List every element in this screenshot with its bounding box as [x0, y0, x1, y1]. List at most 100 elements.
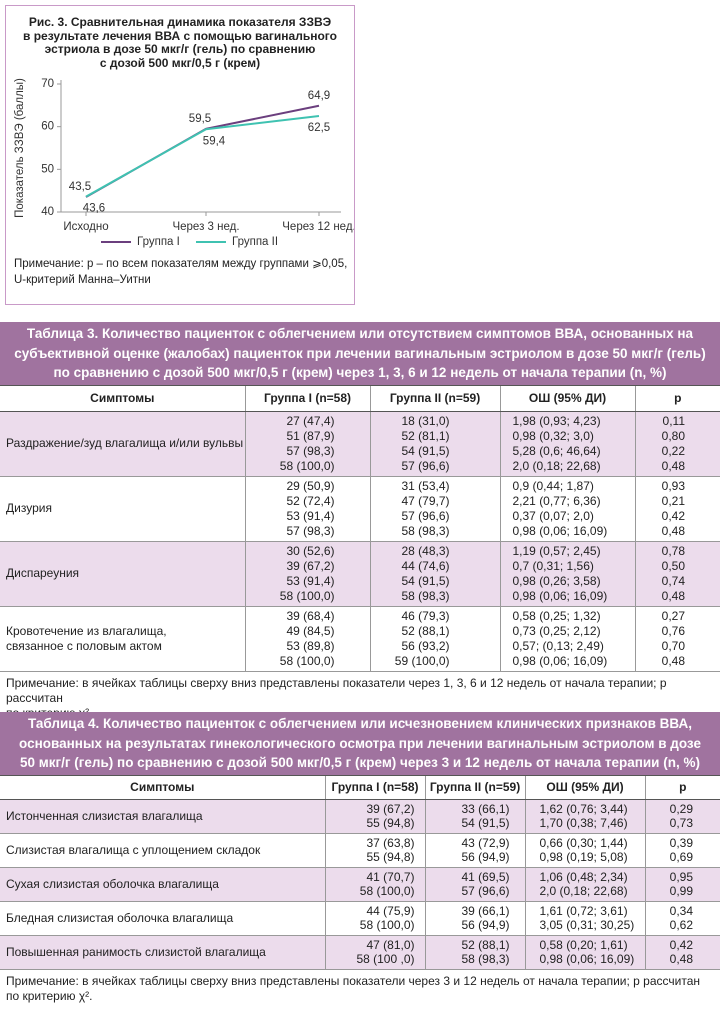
value-cell: 1,06 (0,48; 2,34) 2,0 (0,18; 22,68) — [524, 867, 645, 902]
cell-line: 0,48 — [661, 523, 685, 538]
cell-line: 47 (79,7) — [401, 493, 450, 508]
header-cell: ОШ (95% ДИ) — [524, 774, 645, 800]
cell-line: 57 (96,6) — [461, 884, 510, 898]
cell-line: 52 (81,1) — [401, 428, 450, 443]
value-cell: 18 (31,0) 52 (81,1) 54 (91,5) 57 (96,6) — [369, 411, 500, 477]
cell-line: 0,21 — [661, 493, 685, 508]
cell-line: 0,9 (0,44; 1,87) — [512, 478, 594, 493]
data-label: 59,5 — [189, 113, 211, 125]
cell-line: 1,19 (0,57; 2,45) — [512, 543, 601, 558]
cell-line: 0,48 — [669, 952, 693, 966]
series-line — [85, 115, 320, 198]
value-cell: 1,98 (0,93; 4,23) 0,98 (0,32; 3,0) 5,28 (0… — [499, 411, 635, 477]
table-row: Бледная слизистая оболочка влагалища 44 (… — [0, 901, 720, 936]
table: Симптомы Группа I (n=58) Группа II (n=59) О… — [0, 774, 720, 970]
value-cell: 33 (66,1) 54 (91,5) — [424, 799, 525, 834]
value-cell: 0,78 0,50 0,74 0,48 — [634, 541, 720, 607]
value-cell: 1,19 (0,57; 2,45) 0,7 (0,31; 1,56) 0,98 (0… — [499, 541, 635, 607]
table-row: Дизурия 29 (50,9) 52 (72,4) 53 (91,4) 57 (98… — [0, 476, 720, 542]
cell-line: 3,05 (0,31; 30,25) — [539, 918, 635, 932]
header-cell: Группа I (n=58) — [324, 774, 425, 800]
cell-line: 56 (94,9) — [461, 918, 510, 932]
cell-line: 29 (50,9) — [286, 478, 335, 493]
cell-line: 1,61 (0,72; 3,61) — [539, 903, 628, 918]
table-row: Раздражение/зуд влагалища и/или вульвы 27… — [0, 411, 720, 477]
value-cell: 31 (53,4) 47 (79,7) 57 (96,6) 58 (98,3) — [369, 476, 500, 542]
table-title: Таблица 3. Количество пациенток с облегч… — [0, 322, 720, 385]
symptom-cell: Диспареуния — [0, 541, 245, 607]
table-row: Кровотечение из влагалища, связанное с п… — [0, 606, 720, 672]
value-cell: 41 (70,7) 58 (100,0) — [324, 867, 425, 902]
cell-line: 0,58 (0,20; 1,61) — [539, 937, 628, 952]
cell-line: 39 (68,4) — [286, 608, 335, 623]
cell-line: 41 (70,7) — [366, 869, 415, 884]
value-cell: 0,66 (0,30; 1,44) 0,98 (0,19; 5,08) — [524, 833, 645, 868]
cell-line: 0,48 — [661, 588, 685, 603]
cell-line: 53 (91,4) — [286, 573, 335, 588]
y-axis-label: Показатель ЗЗВЭ (баллы) — [14, 78, 26, 218]
value-cell: 28 (48,3) 44 (74,6) 54 (91,5) 58 (98,3) — [369, 541, 500, 607]
cell-line: 39 (67,2) — [286, 558, 335, 573]
cell-line: 56 (94,9) — [461, 850, 510, 864]
cell-line: 0,48 — [661, 653, 685, 668]
cell-line: 54 (91,5) — [461, 816, 510, 830]
cell-line: 0,98 (0,06; 16,09) — [539, 952, 635, 966]
header-cell: p — [634, 384, 720, 412]
cell-line: 2,21 (0,77; 6,36) — [512, 493, 601, 508]
header-row: Симптомы Группа I (n=58) Группа II (n=59) О… — [0, 774, 720, 800]
cell-line: 0,48 — [661, 458, 685, 473]
cell-line: 0,73 (0,25; 2,12) — [512, 623, 601, 638]
table-4-section: Таблица 4. Количество пациенток с облегч… — [0, 712, 720, 1004]
cell-line: 0,66 (0,30; 1,44) — [539, 835, 628, 850]
cell-line: 0,70 — [661, 638, 685, 653]
cell-line: 1,62 (0,76; 3,44) — [539, 801, 628, 816]
value-cell: 0,93 0,21 0,42 0,48 — [634, 476, 720, 542]
cell-line: 58 (100 ,0) — [356, 952, 415, 966]
table-note: Примечание: в ячейках таблицы сверху вни… — [6, 973, 700, 1003]
cell-line: 0,7 (0,31; 1,56) — [512, 558, 594, 573]
value-cell: 30 (52,6) 39 (67,2) 53 (91,4) 58 (100,0) — [244, 541, 370, 607]
cell-line: 59 (100,0) — [394, 653, 450, 668]
cell-line: 1,06 (0,48; 2,34) — [539, 869, 628, 884]
cell-line: 0,98 (0,26; 3,58) — [512, 573, 601, 588]
cell-line: 0,98 (0,06; 16,09) — [512, 588, 608, 603]
cell-line: 2,0 (0,18; 22,68) — [512, 458, 601, 473]
value-cell: 52 (88,1) 58 (98,3) — [424, 935, 525, 970]
cell-line: 1,70 (0,38; 7,46) — [539, 816, 628, 830]
header-cell: ОШ (95% ДИ) — [499, 384, 635, 412]
cell-line: 0,42 — [669, 937, 693, 952]
cell-line: 0,98 (0,06; 16,09) — [512, 523, 608, 538]
figure: Рис. 3. Сравнительная динамика показател… — [5, 5, 355, 305]
cell-line: 30 (52,6) — [286, 543, 335, 558]
header-cell: Группа I (n=58) — [244, 384, 370, 412]
symptom-cell: Истонченная слизистая влагалища — [0, 799, 325, 834]
cell-line: 0,62 — [669, 918, 693, 932]
cell-line: 58 (98,3) — [401, 523, 450, 538]
value-cell: 1,61 (0,72; 3,61) 3,05 (0,31; 30,25) — [524, 901, 645, 936]
cell-line: 57 (98,3) — [286, 523, 335, 538]
cell-line: 47 (81,0) — [366, 937, 415, 952]
cell-line: 0,78 — [661, 543, 685, 558]
x-tick-label: Через 3 нед. — [172, 221, 239, 233]
header-cell: p — [644, 774, 720, 800]
cell-line: 46 (79,3) — [401, 608, 450, 623]
table: Симптомы Группа I (n=58) Группа II (n=59) О… — [0, 384, 720, 672]
header-cell: Группа II (n=59) — [424, 774, 525, 800]
cell-line: 52 (72,4) — [286, 493, 335, 508]
table-row: Сухая слизистая оболочка влагалища 41 (70… — [0, 867, 720, 902]
value-cell: 0,39 0,69 — [644, 833, 720, 868]
cell-line: 0,80 — [661, 428, 685, 443]
cell-line: 5,28 (0,6; 46,64) — [512, 443, 601, 458]
table-row: Слизистая влагалища с уплощением складок… — [0, 833, 720, 868]
header-row: Симптомы Группа I (n=58) Группа II (n=59) О… — [0, 384, 720, 412]
cell-line: 39 (66,1) — [461, 903, 510, 918]
cell-line: 58 (100,0) — [279, 588, 335, 603]
cell-line: 0,11 — [662, 413, 685, 428]
value-cell: 0,42 0,48 — [644, 935, 720, 970]
cell-line: 0,98 (0,19; 5,08) — [539, 850, 628, 864]
header-cell: Группа II (n=59) — [369, 384, 500, 412]
cell-line: 41 (69,5) — [461, 869, 510, 884]
symptom-cell: Дизурия — [0, 476, 245, 542]
cell-line: 55 (94,8) — [366, 850, 415, 864]
symptom-cell: Кровотечение из влагалища, связанное с п… — [0, 606, 245, 672]
